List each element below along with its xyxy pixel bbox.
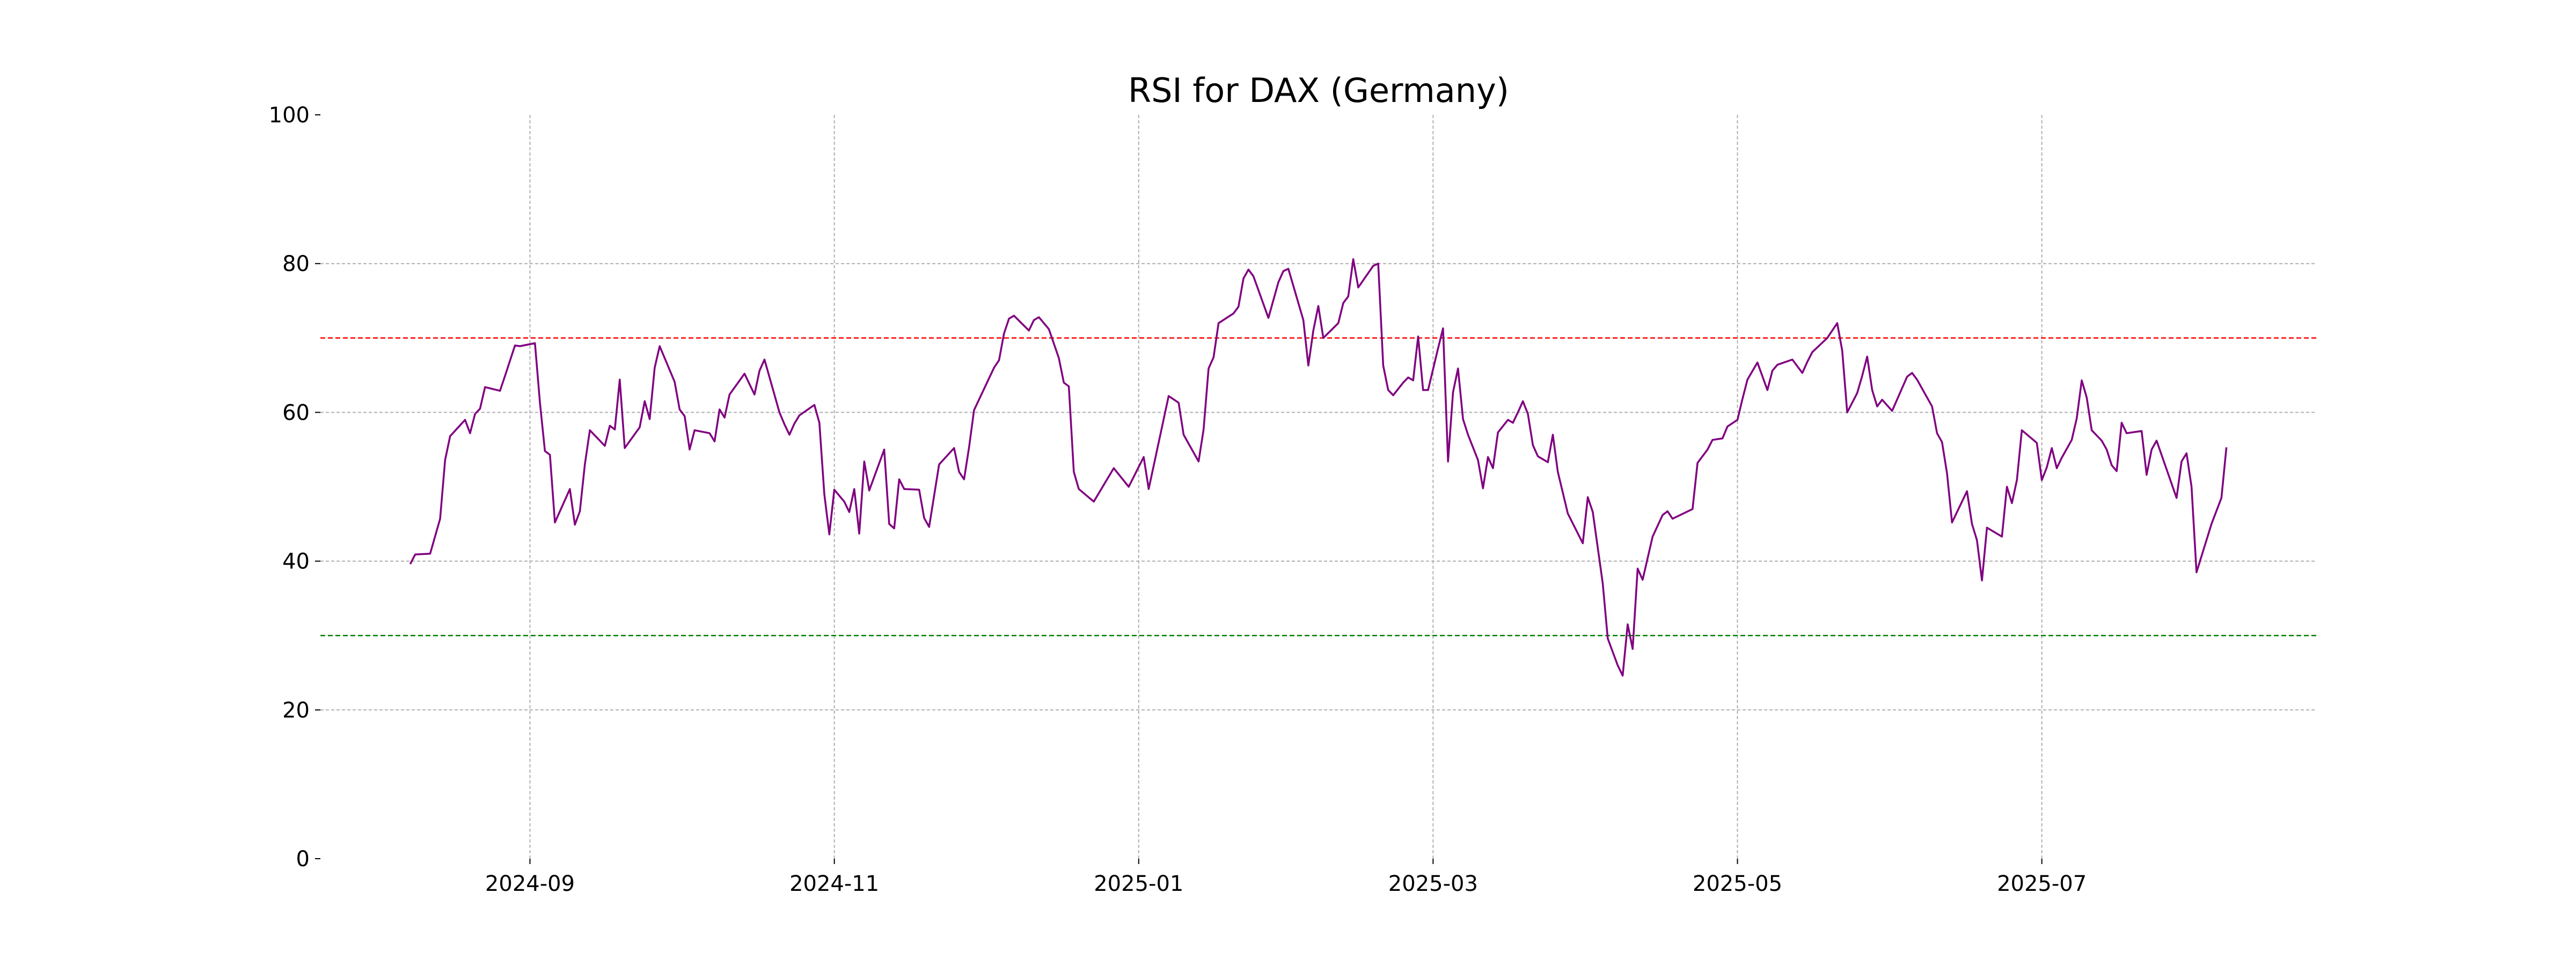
rsi-line [409,258,2228,677]
x-tick-label: 2025-07 [1997,872,2087,896]
x-tick-label: 2024-11 [789,872,879,896]
x-axis: 2024-09 2024-11 2025-01 2025-03 2025-05 2025-… [485,859,2087,896]
y-tick-label: 60 [282,400,310,425]
y-tick-label: 0 [296,847,310,872]
reference-lines [320,337,2316,636]
x-tick-label: 2025-01 [1094,872,1183,896]
grid [320,115,2316,859]
y-tick-label: 100 [269,103,310,128]
x-tick-label: 2025-05 [1693,872,1782,896]
chart-title: RSI for DAX (Germany) [1128,71,1509,110]
x-tick-label: 2024-09 [485,872,575,896]
y-tick-label: 20 [282,698,310,723]
y-tick-label: 80 [282,252,310,276]
y-tick-label: 40 [282,550,310,574]
x-tick-label: 2025-03 [1388,872,1478,896]
y-axis: 0 20 40 60 80 100 [269,103,320,872]
